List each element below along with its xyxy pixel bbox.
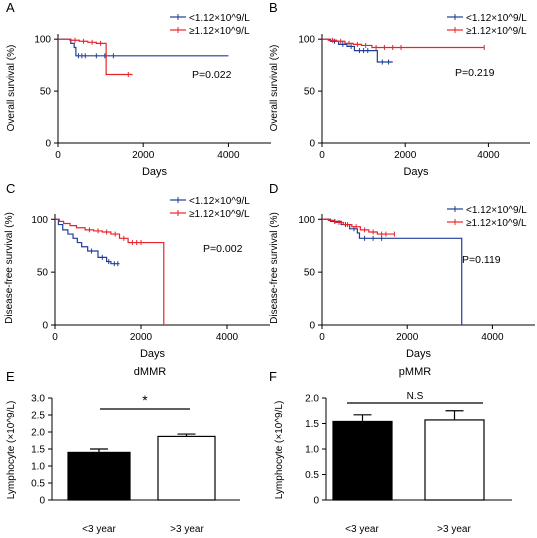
legend-entry-0: <1.12×10^9/L — [466, 205, 527, 216]
y-tick-label: 0 — [45, 139, 51, 150]
y-tick-label: 100 — [298, 215, 315, 226]
x-tick-label: 2000 — [130, 332, 153, 343]
km-panel-A: A 0 2000 4000 0 50 100 Days Overall survival (%)… — [6, 0, 271, 178]
series-line-1 — [322, 38, 485, 49]
y-tick-label: 1.5 — [31, 445, 45, 456]
series-line-0 — [55, 218, 120, 265]
x-tick-label: 4000 — [216, 332, 239, 343]
y-axis-label: Lymphocyte (×10^9/L) — [274, 401, 285, 500]
p-value-annotation: P=0.119 — [462, 254, 501, 266]
bar-0 — [332, 420, 393, 501]
x-tick-label: 4000 — [477, 150, 500, 161]
x-tick-label: 2000 — [132, 150, 155, 161]
y-tick-label: 0 — [313, 496, 319, 507]
y-tick-label: 0 — [309, 139, 315, 150]
bar-1 — [157, 435, 216, 501]
x-tick-label: 4000 — [217, 150, 240, 161]
y-tick-label: 0.5 — [31, 479, 45, 490]
legend-entry-0: <1.12×10^9/L — [189, 196, 250, 207]
y-tick-label: 0 — [309, 321, 315, 332]
y-axis-label: Overall survival (%) — [269, 45, 280, 132]
panel-letter: D — [269, 181, 278, 196]
y-tick-label: 3.0 — [31, 394, 45, 405]
panel-letter: F — [269, 369, 277, 384]
p-value-annotation: P=0.022 — [192, 69, 232, 81]
legend-entry-1: ≥1.12×10^9/L — [466, 26, 527, 37]
legend-entry-1: ≥1.12×10^9/L — [189, 26, 250, 37]
legend-entry-0: <1.12×10^9/L — [189, 13, 250, 24]
x-axis-label: Days — [140, 348, 166, 360]
x-tick-label: 0 — [52, 332, 58, 343]
series-line-0 — [322, 218, 463, 325]
y-tick-label: 100 — [298, 35, 315, 46]
panel-letter: B — [269, 0, 278, 15]
y-tick-label: 50 — [37, 268, 49, 279]
category-label-0: <3 year — [345, 524, 379, 535]
y-tick-label: 1.0 — [31, 462, 45, 473]
y-tick-label: 50 — [304, 268, 316, 279]
y-tick-label: 2.0 — [305, 394, 319, 405]
series-line-1 — [58, 38, 133, 76]
y-tick-label: 0.5 — [305, 470, 319, 481]
y-tick-label: 50 — [304, 87, 316, 98]
bar-0 — [67, 451, 131, 501]
series-line-1 — [55, 218, 165, 325]
y-tick-label: 2.5 — [31, 411, 45, 422]
y-tick-label: 1.0 — [305, 445, 319, 456]
significance-label: * — [142, 392, 148, 408]
y-tick-label: 100 — [31, 215, 48, 226]
km-panel-C: C 0 2000 4000 0 50 100 Days Disease-free surviva… — [4, 181, 270, 360]
category-label-1: >3 year — [437, 524, 471, 535]
y-tick-label: 0 — [42, 321, 48, 332]
y-axis-label: Overall survival (%) — [6, 45, 17, 132]
y-axis-label: Disease-free survival (%) — [4, 212, 15, 324]
legend-entry-1: ≥1.12×10^9/L — [466, 218, 527, 229]
km-panel-D: D 0 2000 4000 0 50 100 Days Disease-free surviva… — [269, 181, 535, 360]
x-tick-label: 2000 — [394, 150, 417, 161]
panel-letter: C — [6, 181, 15, 196]
y-tick-label: 0 — [39, 496, 45, 507]
y-tick-label: 1.5 — [305, 419, 319, 430]
chart-title: dMMR — [134, 366, 166, 378]
x-tick-label: 0 — [55, 150, 61, 161]
chart-title: pMMR — [399, 366, 431, 378]
significance-label: N.S — [407, 391, 424, 402]
km-panel-B: B 0 2000 4000 0 50 100 Days Overall survival (%)… — [269, 0, 530, 178]
y-tick-label: 50 — [40, 87, 52, 98]
x-tick-label: 4000 — [481, 332, 504, 343]
x-axis-label: Days — [403, 166, 429, 178]
series-line-0 — [322, 38, 393, 63]
legend-entry-1: ≥1.12×10^9/L — [189, 209, 250, 220]
category-label-0: <3 year — [82, 524, 116, 535]
x-tick-label: 0 — [319, 332, 325, 343]
x-axis-label: Days — [142, 166, 168, 178]
category-label-1: >3 year — [170, 524, 204, 535]
legend-entry-0: <1.12×10^9/L — [466, 13, 527, 24]
y-axis-label: Lymphocyte (×10^9/L) — [6, 401, 17, 500]
x-tick-label: 2000 — [396, 332, 419, 343]
p-value-annotation: P=0.002 — [203, 243, 243, 255]
panel-letter: E — [6, 369, 15, 384]
p-value-annotation: P=0.219 — [455, 67, 495, 79]
x-tick-label: 0 — [319, 150, 325, 161]
y-tick-label: 100 — [34, 35, 51, 46]
x-axis-label: Days — [406, 348, 432, 360]
bar-1 — [424, 419, 485, 501]
y-tick-label: 2.0 — [31, 428, 45, 439]
y-axis-label: Disease-free survival (%) — [269, 212, 280, 324]
panel-letter: A — [6, 0, 15, 15]
